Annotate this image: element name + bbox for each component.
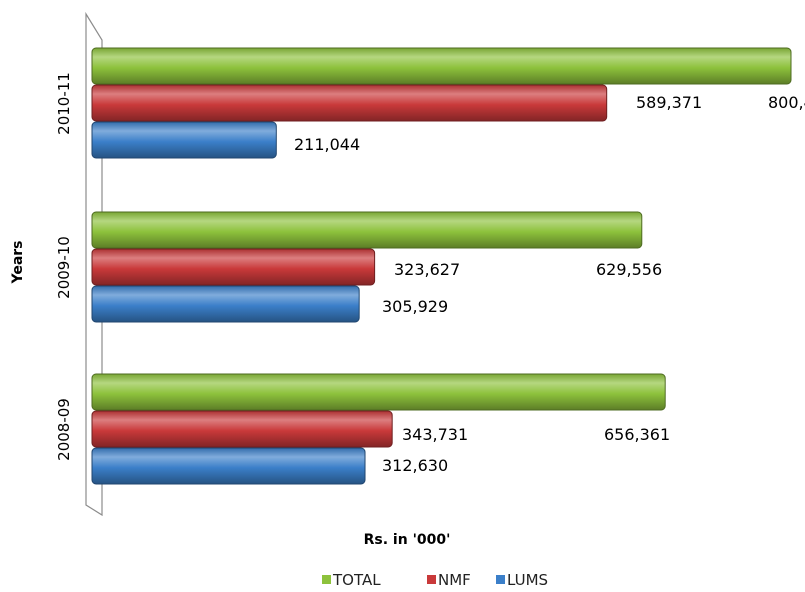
value-label-nmf-2008-09: 343,731	[402, 425, 468, 444]
bars-group	[91, 47, 792, 485]
bar-lums-2009-10	[91, 285, 360, 323]
value-label-total-2009-10: 629,556	[596, 260, 662, 279]
category-label-2010-11: 2010-11	[55, 72, 73, 135]
legend-swatch-nmf	[427, 575, 436, 584]
legend-swatch-total	[322, 575, 331, 584]
x-axis-title: Rs. in '000'	[364, 532, 451, 548]
legend-label-lums: LUMS	[507, 571, 548, 589]
bar-lums-2010-11	[91, 121, 277, 159]
value-label-total-2008-09: 656,361	[604, 425, 670, 444]
value-label-lums-2010-11: 211,044	[294, 135, 360, 154]
bar-lums-2008-09	[91, 447, 366, 485]
category-label-2009-10: 2009-10	[55, 236, 73, 299]
value-labels-group: 800,415 589,371 211,044 629,556 323,627 305,9…	[294, 93, 805, 475]
value-label-total-2010-11: 800,415	[768, 93, 805, 112]
bar-nmf-2009-10	[91, 248, 376, 286]
legend-label-nmf: NMF	[438, 571, 471, 589]
category-label-2008-09: 2008-09	[55, 398, 73, 461]
bar-total-2008-09	[91, 373, 666, 411]
legend-label-total: TOTAL	[332, 571, 381, 589]
bar-nmf-2008-09	[91, 410, 393, 448]
y-axis-title: Years	[10, 240, 26, 284]
category-labels-group: 2010-11 2009-10 2008-09	[55, 72, 73, 461]
value-label-nmf-2009-10: 323,627	[394, 260, 460, 279]
value-label-lums-2008-09: 312,630	[382, 456, 448, 475]
bar-total-2010-11	[91, 47, 792, 85]
bar-total-2009-10	[91, 211, 643, 249]
bar-nmf-2010-11	[91, 84, 608, 122]
value-label-nmf-2010-11: 589,371	[636, 93, 702, 112]
value-label-lums-2009-10: 305,929	[382, 297, 448, 316]
legend-swatch-lums	[496, 575, 505, 584]
legend: TOTAL NMF LUMS	[322, 571, 548, 589]
